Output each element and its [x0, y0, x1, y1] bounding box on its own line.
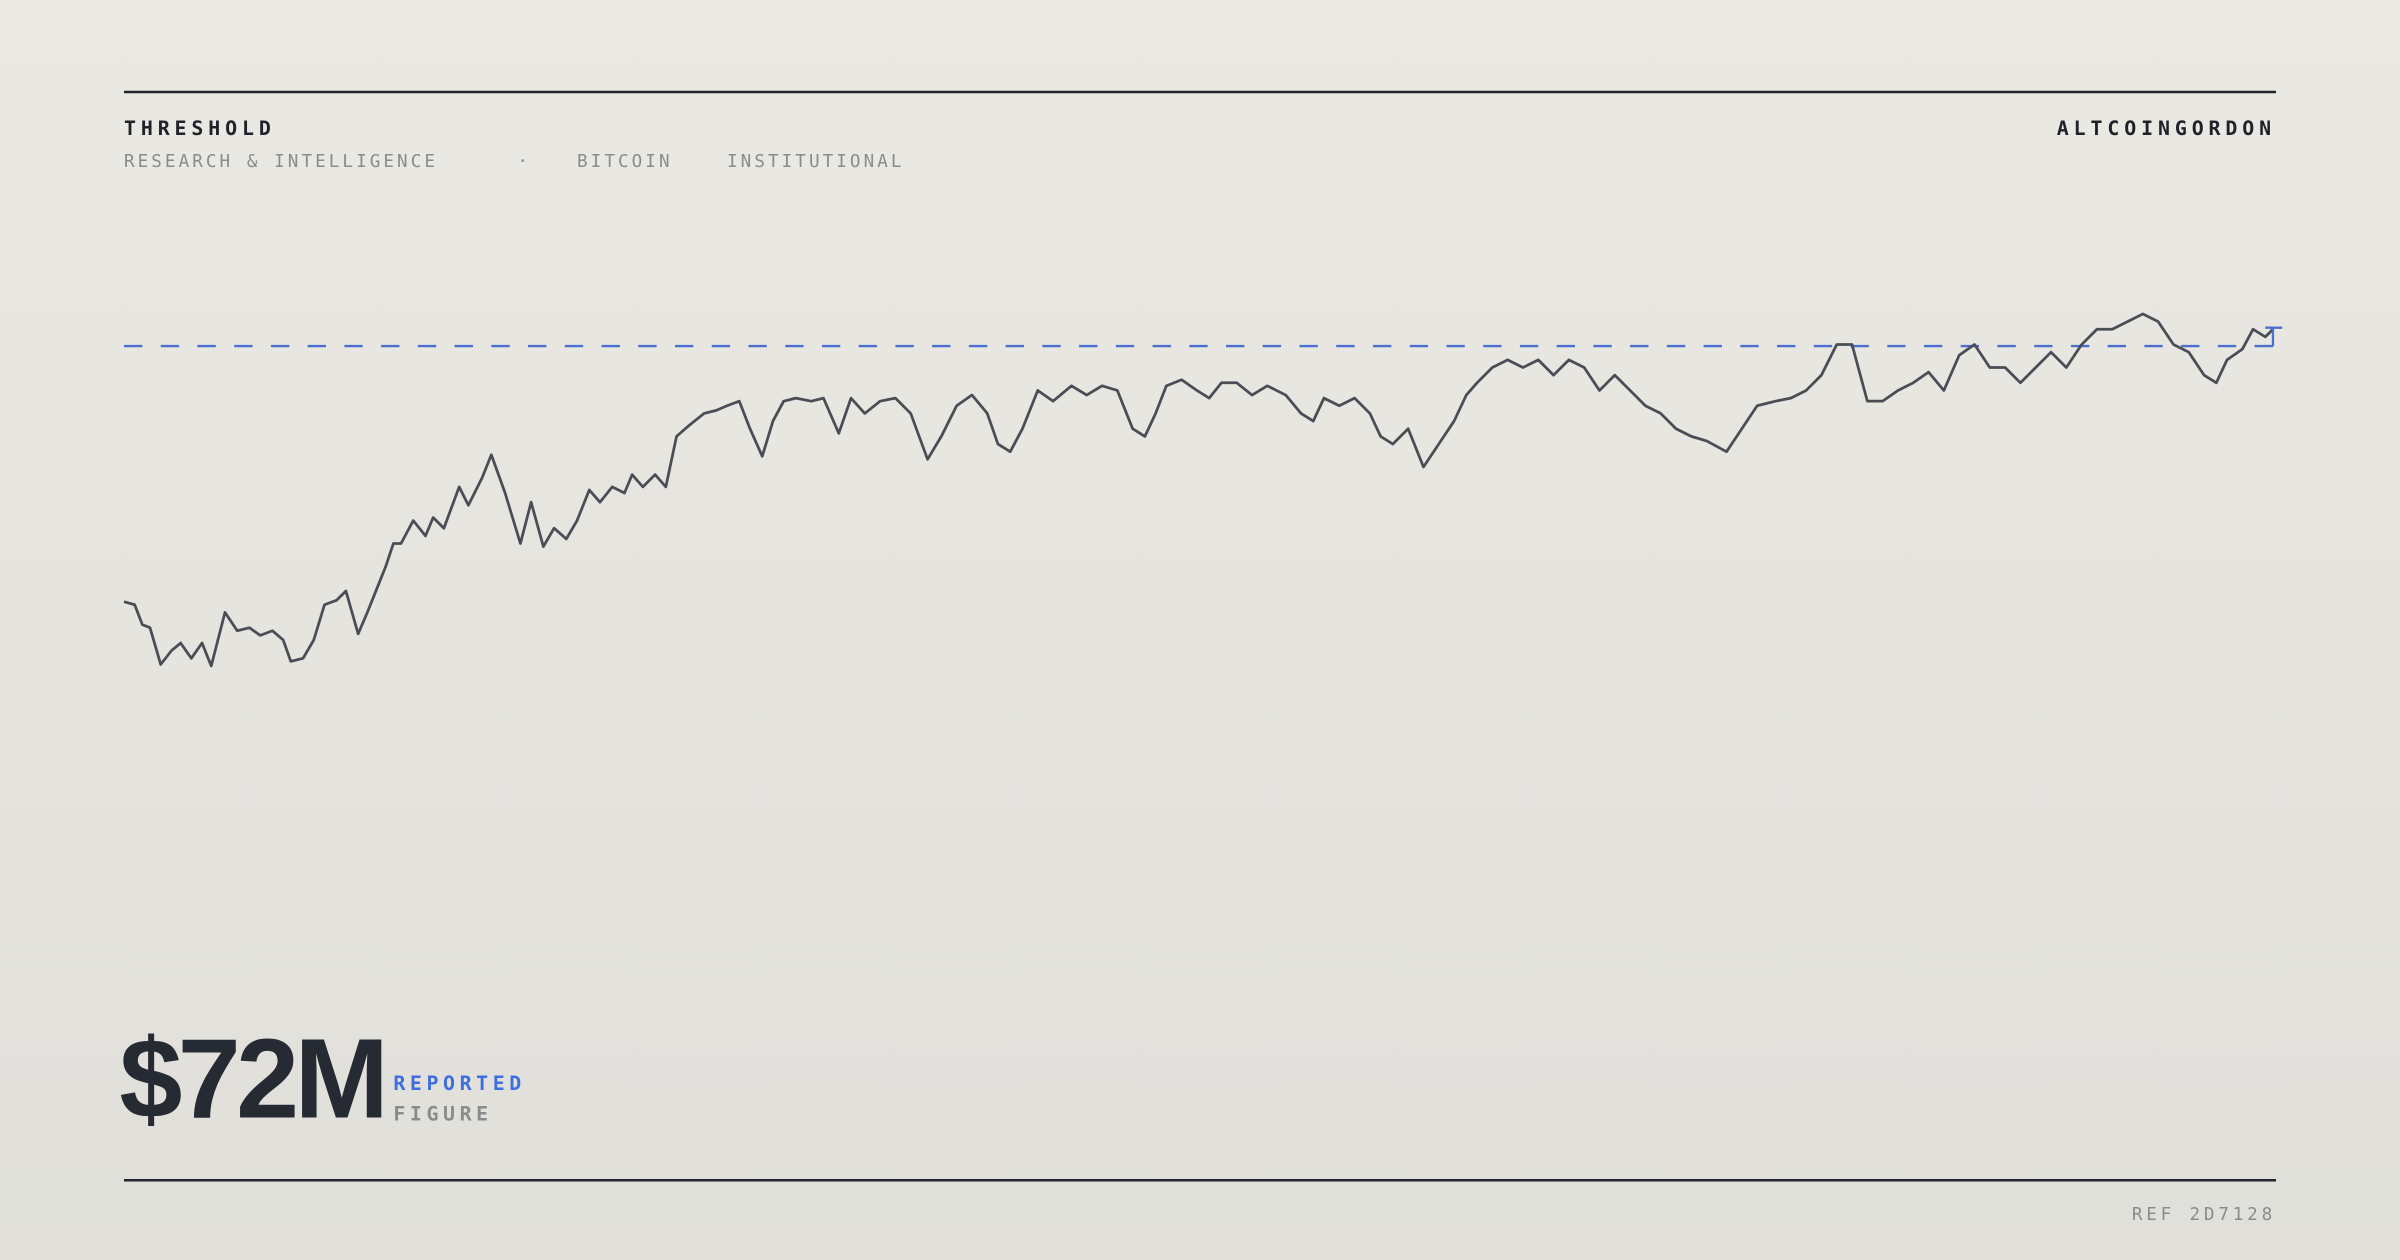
subtitle-tag: INSTITUTIONAL — [727, 152, 904, 172]
figure-value: $72M — [119, 1016, 384, 1143]
reference: REF 2D7128 — [2132, 1205, 2276, 1225]
subtitle-tag: BITCOIN — [577, 152, 673, 172]
figure-label: FIGURE — [393, 1103, 492, 1126]
price-line — [123, 312, 2274, 668]
subtitle-separator: · — [517, 152, 528, 172]
figure-label: REPORTED — [393, 1072, 525, 1095]
brand: ALTCOINGORDON — [2057, 117, 2276, 140]
subtitle: RESEARCH & INTELLIGENCE — [124, 152, 438, 172]
title: THRESHOLD — [124, 117, 276, 140]
threshold-marker — [2265, 326, 2283, 347]
